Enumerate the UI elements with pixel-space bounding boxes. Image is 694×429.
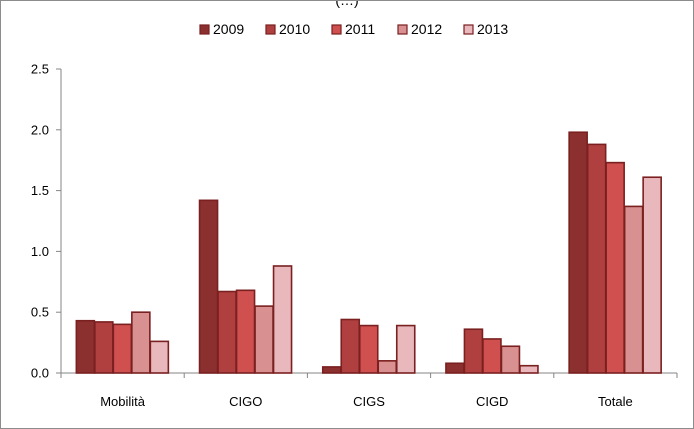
- x-category-label: Mobilità: [100, 394, 146, 409]
- legend-swatch-2009: [199, 24, 210, 35]
- y-tick-label: 2.0: [31, 122, 49, 137]
- bar-2013-cigo: [272, 265, 293, 374]
- x-category-label: Totale: [598, 394, 633, 409]
- bar-2011-cigs: [358, 324, 379, 374]
- x-category-label: CIGS: [353, 394, 385, 409]
- y-axis: 0.0 0.5 1.0 1.5 2.0 2.5: [31, 62, 62, 381]
- legend-swatch-2012: [397, 24, 408, 35]
- bar-2010-totale: [586, 143, 607, 374]
- bar-2010-mobilità: [94, 321, 114, 374]
- bar-2013-cigs: [395, 324, 416, 374]
- legend-label-2010: 2010: [279, 21, 310, 37]
- x-axis: Mobilità CIGO CIGS CIGD Totale: [60, 372, 678, 409]
- bar-2009-cigo: [198, 199, 219, 374]
- bar-2011-totale: [605, 161, 625, 374]
- bar-2009-mobilità: [75, 319, 96, 374]
- bar-2011-mobilità: [112, 323, 133, 374]
- y-tick-label: 0.5: [31, 305, 49, 320]
- bar-2012-totale: [623, 205, 644, 374]
- bar-2009-cigs: [321, 366, 342, 374]
- chart-title: (…): [335, 1, 358, 8]
- bar-2009-cigd: [445, 362, 465, 374]
- bar-2010-cigd: [463, 328, 484, 374]
- bar-2012-cigo: [254, 305, 274, 374]
- legend-label-2011: 2011: [345, 21, 375, 37]
- legend-label-2012: 2012: [411, 21, 442, 37]
- y-tick-label: 2.5: [31, 62, 49, 77]
- bar-2010-cigo: [217, 290, 237, 374]
- legend: 2009 2010 2011 2012 2013: [199, 21, 508, 37]
- x-category-label: CIGO: [229, 394, 262, 409]
- bar-2013-mobilità: [149, 340, 170, 374]
- bar-2012-mobilità: [131, 311, 151, 374]
- bar-2012-cigs: [377, 360, 398, 374]
- legend-swatch-2011: [331, 24, 342, 35]
- bar-2011-cigo: [235, 289, 256, 374]
- legend-swatch-2010: [265, 24, 276, 35]
- y-tick-label: 0.0: [31, 366, 49, 381]
- legend-label-2009: 2009: [213, 21, 244, 37]
- bar-2010-cigs: [340, 318, 361, 374]
- legend-label-2013: 2013: [477, 21, 508, 37]
- x-category-label: CIGD: [476, 394, 509, 409]
- bar-2013-cigd: [519, 364, 539, 374]
- legend-swatch-2013: [463, 24, 474, 35]
- bar-2012-cigd: [500, 345, 521, 374]
- y-tick-label: 1.0: [31, 244, 49, 259]
- bars: [75, 131, 662, 374]
- y-tick-label: 1.5: [31, 183, 49, 198]
- bar-2011-cigd: [482, 338, 502, 374]
- bar-2013-totale: [642, 176, 662, 374]
- bar-2009-totale: [568, 131, 588, 374]
